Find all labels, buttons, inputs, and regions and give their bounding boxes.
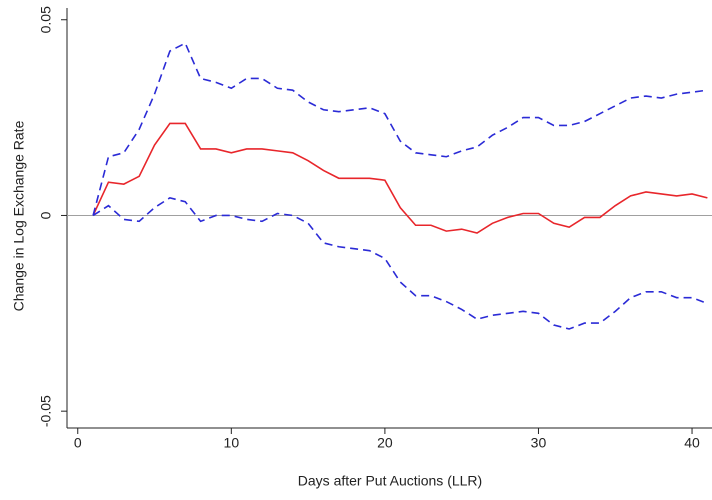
y-tick-label: 0.05 (38, 6, 54, 33)
x-tick-label: 40 (684, 435, 700, 451)
x-tick-label: 10 (224, 435, 240, 451)
x-tick-label: 20 (377, 435, 393, 451)
y-tick-label: -0.05 (38, 395, 54, 427)
series-line (92, 122, 708, 234)
x-axis-label: Days after Put Auctions (LLR) (298, 473, 482, 489)
y-tick-label: 0 (38, 211, 54, 219)
series-line (92, 42, 708, 216)
x-tick-label: 30 (531, 435, 547, 451)
y-axis-label: Change in Log Exchange Rate (11, 120, 27, 311)
x-tick-label: 0 (74, 435, 82, 451)
series-line (92, 196, 708, 330)
